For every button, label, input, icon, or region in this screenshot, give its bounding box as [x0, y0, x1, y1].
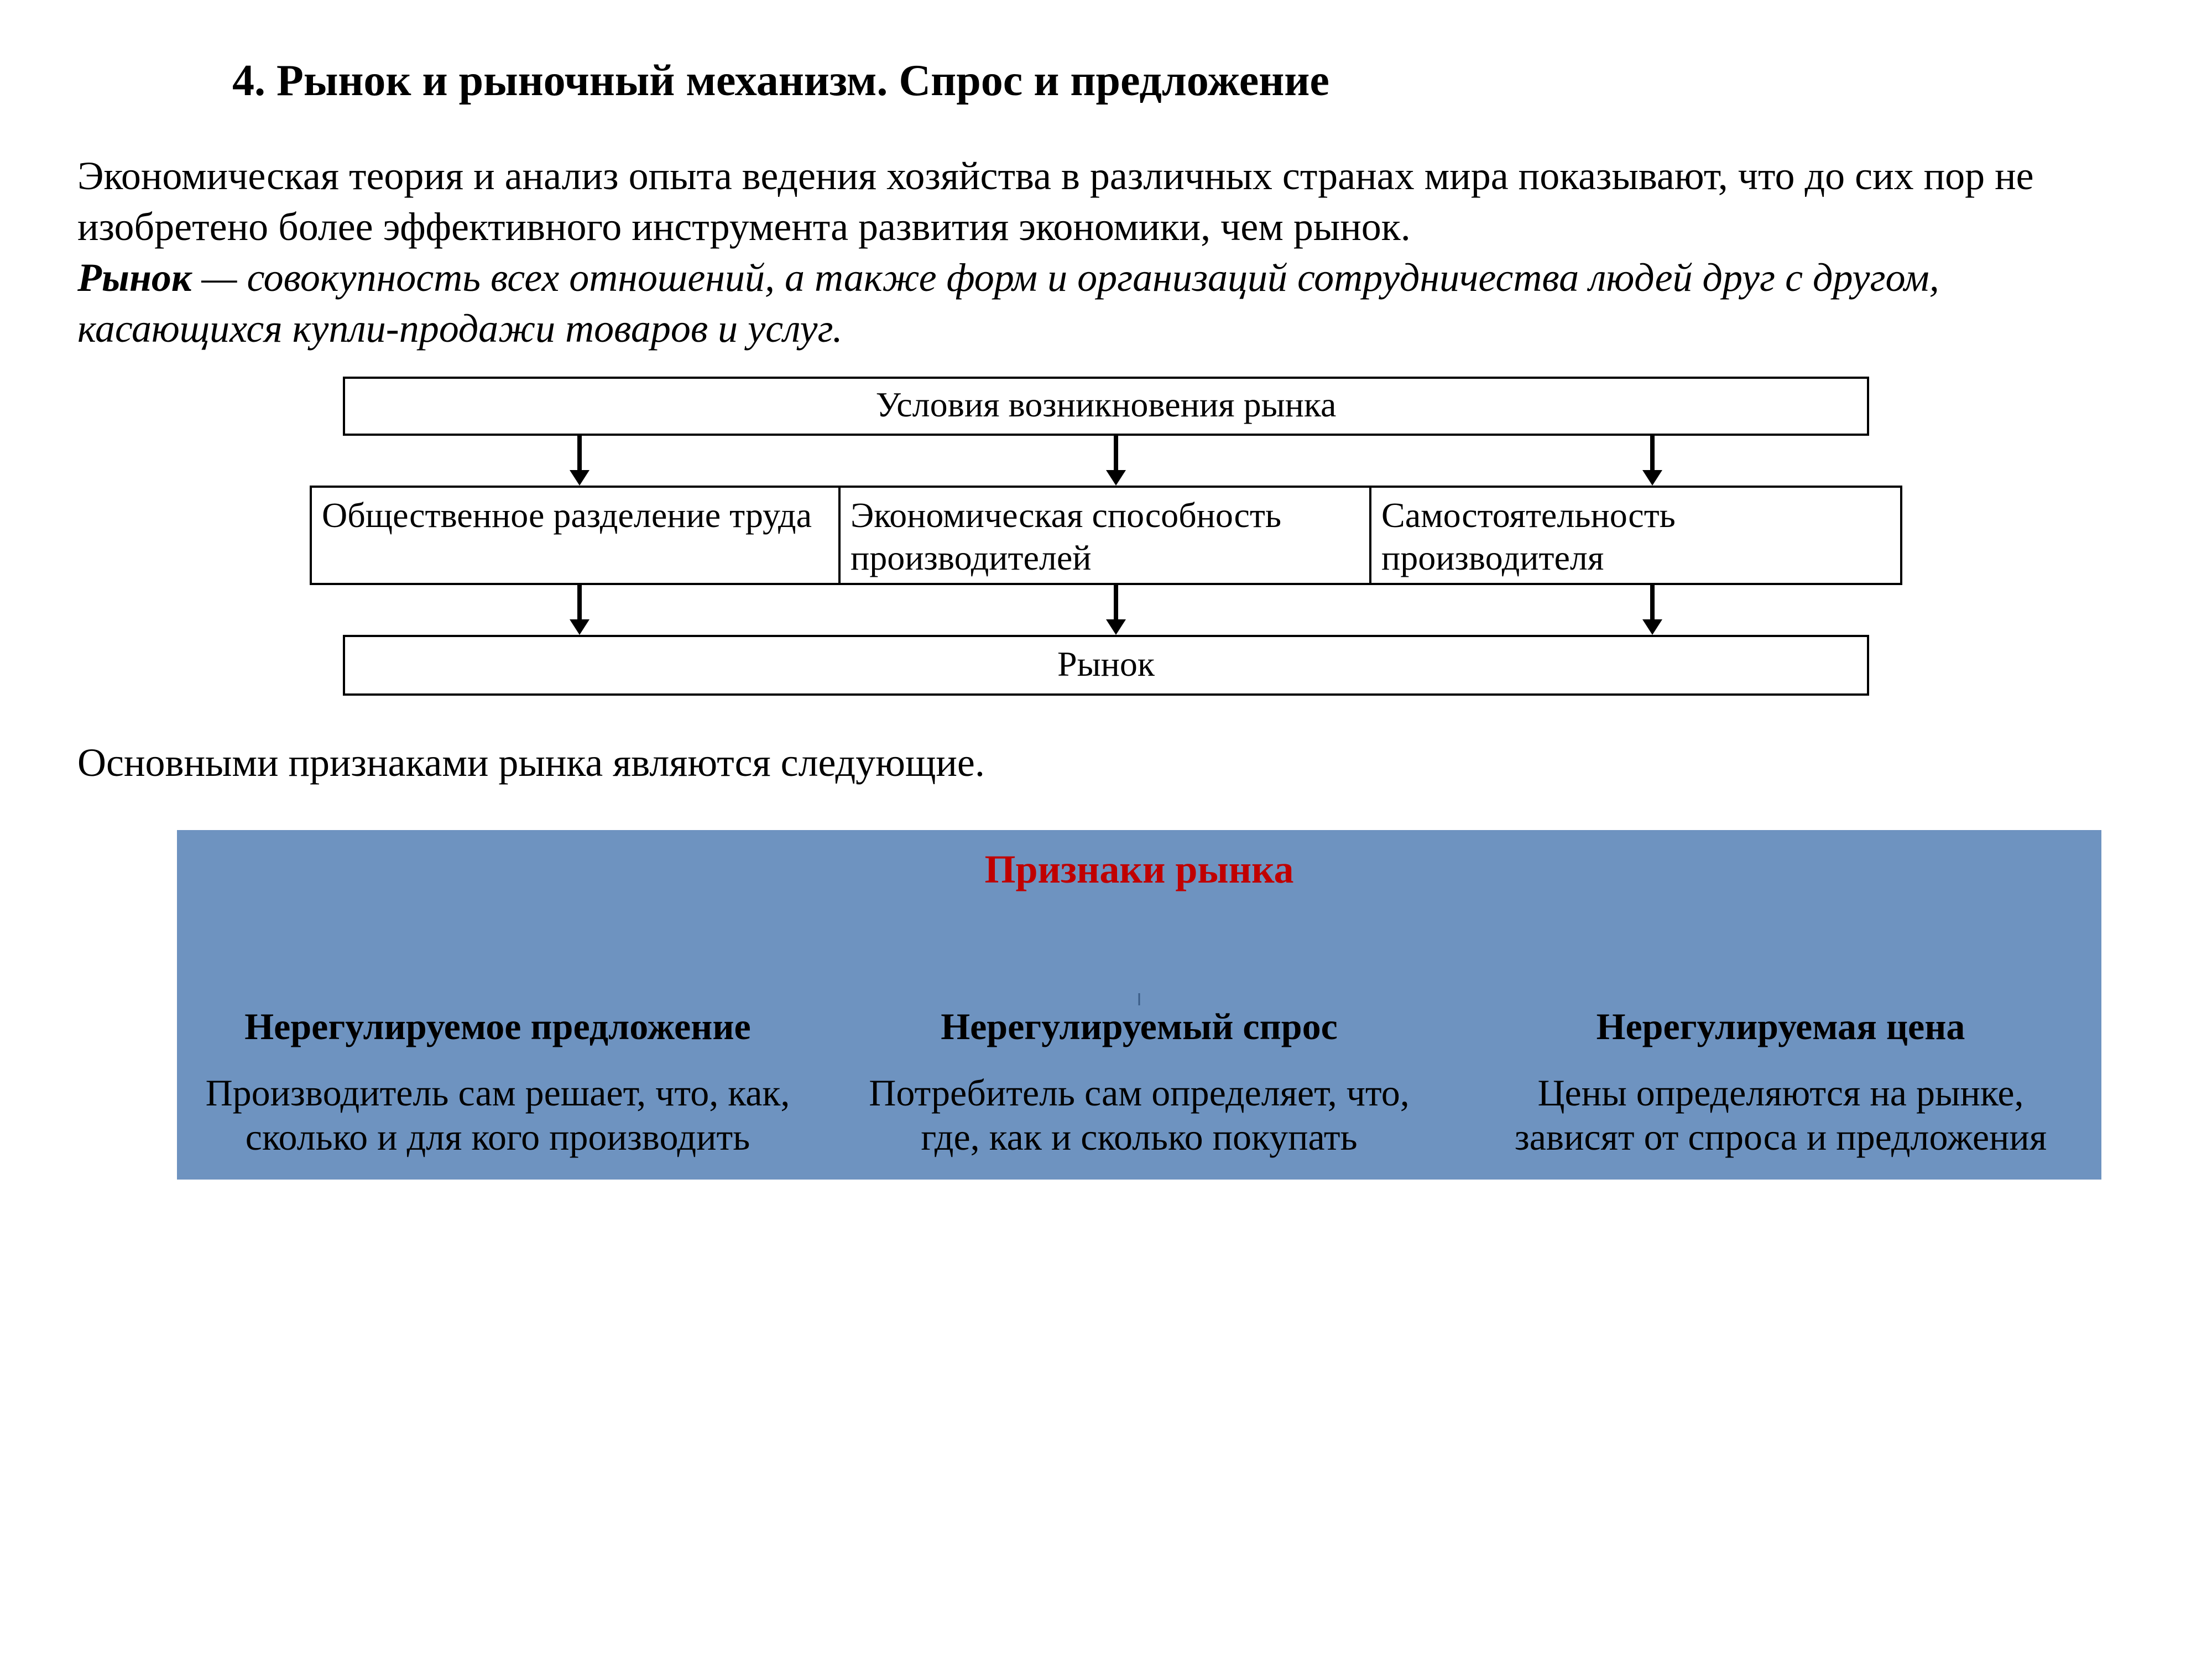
- intro-paragraph: Экономическая теория и анализ опыта веде…: [77, 150, 2135, 354]
- features-spacer: [177, 899, 2101, 999]
- features-col-body: Производитель сам решает, что, как, скол…: [177, 1065, 818, 1179]
- arrow-down-icon: [1106, 585, 1126, 635]
- flow-middle-row: Общественное разделение труда Экономичес…: [310, 486, 1902, 585]
- flow-bottom-box: Рынок: [343, 635, 1869, 696]
- features-col-body: Потребитель сам определяет, что, где, ка…: [818, 1065, 1460, 1179]
- features-title: Признаки рынка: [177, 830, 2101, 899]
- features-headers-row: Нерегулируемое предложение Нерегулируемы…: [177, 999, 2101, 1065]
- flow-mid-cell: Экономическая способность производителей: [841, 486, 1371, 585]
- arrow-down-icon: [1642, 585, 1662, 635]
- intro-definition: совокупность всех отношений, а также фор…: [77, 255, 1939, 351]
- arrow-down-icon: [570, 436, 589, 486]
- arrow-down-icon: [1642, 436, 1662, 486]
- features-col-header: Нерегулируемое предложение: [177, 999, 818, 1065]
- flow-top-box: Условия возникновения рынка: [343, 377, 1869, 436]
- flow-mid-cell: Общественное разделение труда: [310, 486, 841, 585]
- arrow-down-icon: [1106, 436, 1126, 486]
- arrow-down-icon: [570, 585, 589, 635]
- intro-dash: —: [191, 255, 247, 300]
- document-page: 4. Рынок и рыночный механизм. Спрос и пр…: [0, 0, 2212, 1659]
- flowchart: Условия возникновения рынка Общественное…: [310, 377, 1902, 696]
- features-col-header: Нерегулируемая цена: [1460, 999, 2101, 1065]
- features-table: Признаки рынка Нерегулируемое предложени…: [177, 830, 2101, 1180]
- intro-term: Рынок: [77, 255, 191, 300]
- features-col-body: Цены определяются на рынке, зависят от с…: [1460, 1065, 2101, 1179]
- features-tick-icon: [1139, 993, 1140, 1005]
- intro-lead: Экономическая теория и анализ опыта веде…: [77, 154, 2034, 249]
- flow-arrows-upper: [310, 436, 1902, 486]
- flow-mid-cell: Самостоятельность производителя: [1371, 486, 1902, 585]
- flow-arrows-lower: [310, 585, 1902, 635]
- page-title: 4. Рынок и рыночный механизм. Спрос и пр…: [232, 55, 2135, 106]
- subheading: Основными признаками рынка являются след…: [77, 740, 2135, 786]
- features-body-row: Производитель сам решает, что, как, скол…: [177, 1065, 2101, 1179]
- features-col-header: Нерегулируемый спрос: [818, 999, 1460, 1065]
